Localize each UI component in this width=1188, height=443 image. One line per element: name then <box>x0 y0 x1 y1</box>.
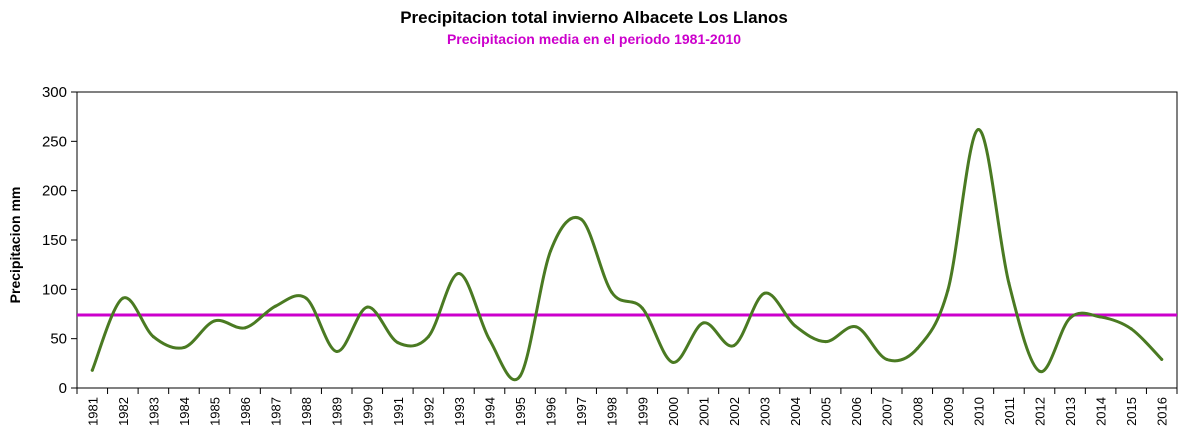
x-tick-label: 1981 <box>85 397 100 426</box>
x-tick-label: 2001 <box>696 397 711 426</box>
data-point <box>457 272 461 276</box>
series-line <box>90 127 1164 381</box>
chart-title: Precipitacion total invierno Albacete Lo… <box>400 8 788 27</box>
x-tick-label: 1988 <box>299 397 314 426</box>
x-tick-label: 2006 <box>849 397 864 426</box>
data-point <box>976 127 980 131</box>
x-tick-label: 2008 <box>910 397 925 426</box>
x-tick-label: 1992 <box>421 397 436 426</box>
data-point <box>1038 369 1041 373</box>
x-tick-label: 1998 <box>605 397 620 426</box>
x-tick-label: 1983 <box>146 397 161 426</box>
data-point <box>213 319 216 323</box>
x-tick-label: 1989 <box>330 397 345 426</box>
data-point <box>396 341 400 345</box>
data-point <box>518 374 522 378</box>
x-tick-label: 1987 <box>269 397 284 426</box>
y-tick-label: 200 <box>42 183 67 200</box>
data-point <box>579 217 583 221</box>
data-point <box>824 340 828 344</box>
data-point <box>151 335 155 339</box>
x-tick-label: 1985 <box>208 397 223 426</box>
x-tick-label: 1990 <box>360 397 375 426</box>
x-tick-label: 1991 <box>391 397 406 426</box>
x-tick-label: 1993 <box>452 397 467 426</box>
data-point <box>885 357 889 361</box>
data-point <box>1160 357 1164 361</box>
data-point <box>243 326 247 330</box>
data-point <box>1007 281 1011 285</box>
x-tick-label: 2009 <box>941 397 956 426</box>
plot-area <box>76 91 1178 389</box>
x-tick-label: 2016 <box>1155 397 1170 426</box>
x-tick-label: 2013 <box>1063 397 1078 426</box>
data-point <box>763 291 766 295</box>
data-point <box>335 349 339 353</box>
data-point <box>1068 316 1072 320</box>
data-point <box>1129 327 1133 331</box>
data-point <box>671 360 675 364</box>
y-axis-label: Precipitacion mm <box>7 187 23 304</box>
x-tick-label: 2015 <box>1124 397 1139 426</box>
y-tick-label: 250 <box>42 133 67 150</box>
x-tick-label: 2012 <box>1033 397 1048 426</box>
x-tick-label: 2002 <box>727 397 742 426</box>
x-tick-label: 1999 <box>635 397 650 426</box>
data-point <box>1099 315 1103 319</box>
x-tick-label: 1996 <box>544 397 559 426</box>
data-point <box>549 249 553 253</box>
data-point <box>274 304 278 308</box>
data-point <box>121 296 125 300</box>
x-tick-label: 2011 <box>1002 397 1017 425</box>
data-point <box>946 288 950 292</box>
y-tick-label: 100 <box>42 281 67 298</box>
data-point <box>915 347 919 351</box>
data-point <box>732 344 736 348</box>
y-tick-label: 150 <box>42 232 67 249</box>
x-tick-label: 1997 <box>574 397 589 426</box>
data-point <box>854 325 858 329</box>
data-point <box>488 338 491 342</box>
data-point <box>90 368 94 372</box>
data-point <box>182 346 186 350</box>
chart-subtitle: Precipitacion media en el periodo 1981-2… <box>446 31 742 47</box>
data-point <box>701 321 705 325</box>
x-tick-label: 2003 <box>758 397 773 426</box>
data-point <box>304 296 308 300</box>
x-tick-label: 2010 <box>971 397 986 426</box>
x-tick-label: 2000 <box>666 397 681 426</box>
data-point <box>426 335 430 339</box>
x-tick-label: 1995 <box>513 397 528 426</box>
x-tick-label: 2004 <box>788 397 803 426</box>
data-point <box>793 324 797 328</box>
x-tick-label: 2005 <box>819 397 834 426</box>
y-tick-label: 0 <box>59 380 67 397</box>
x-tick-label: 2014 <box>1094 397 1109 426</box>
x-tick-label: 1982 <box>116 397 131 426</box>
x-tick-label: 1994 <box>483 397 498 426</box>
data-point <box>365 305 369 309</box>
x-tick-label: 2007 <box>880 397 895 426</box>
data-point <box>610 290 614 294</box>
data-point <box>640 306 644 310</box>
x-tick-label: 1986 <box>238 397 253 426</box>
x-tick-label: 1984 <box>177 397 192 426</box>
y-tick-label: 50 <box>50 331 67 348</box>
y-tick-label: 300 <box>42 84 67 101</box>
